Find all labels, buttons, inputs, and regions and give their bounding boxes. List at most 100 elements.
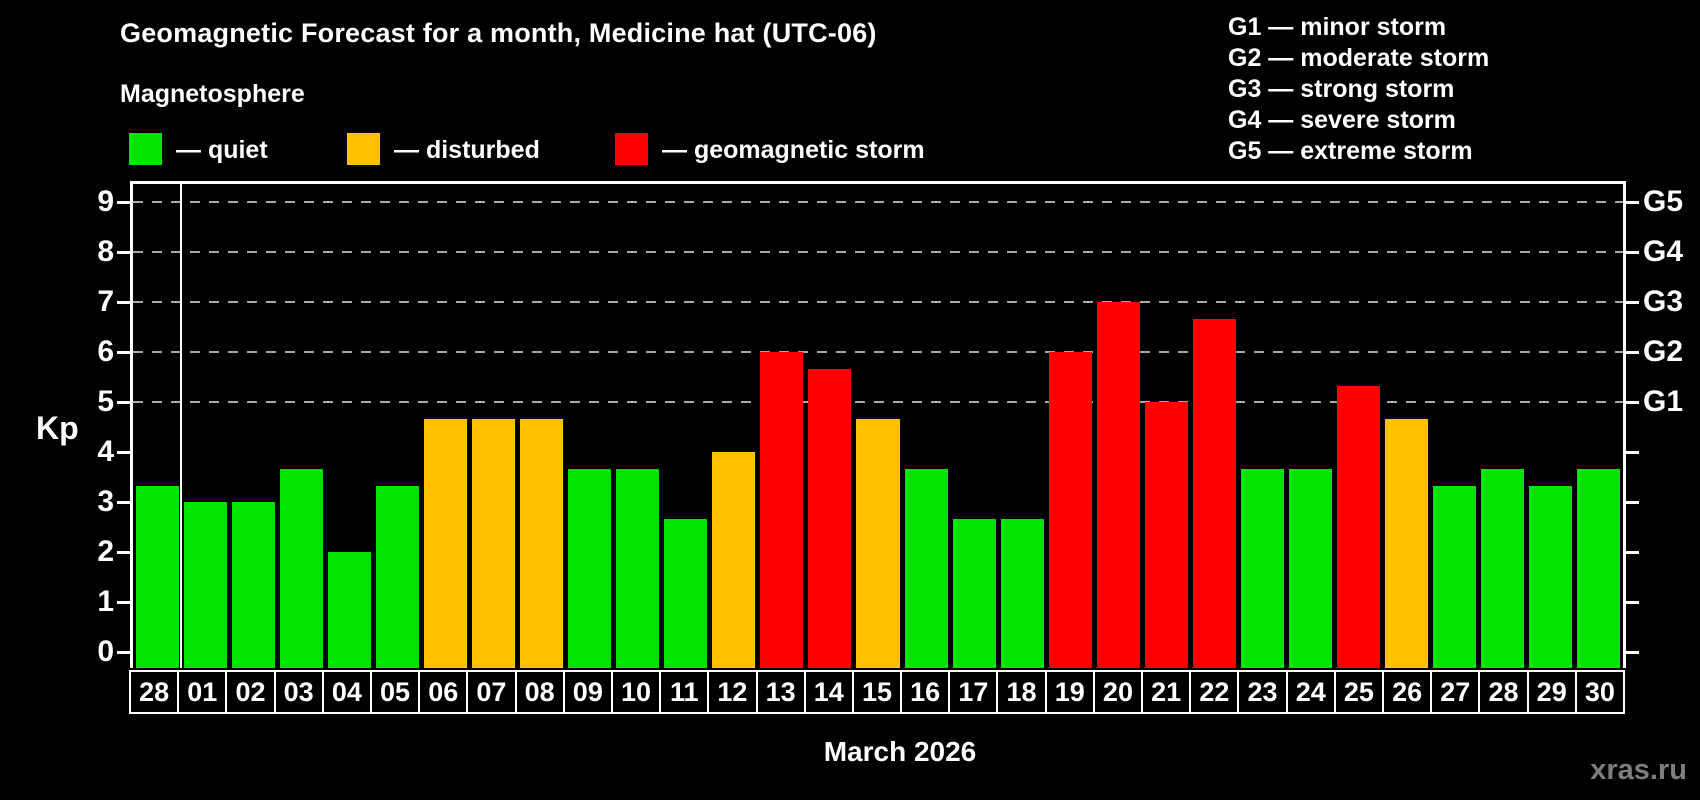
quiet-legend-label: — quiet (176, 136, 268, 164)
day-label-16: 16 (900, 670, 951, 714)
y-tick-label-6: 6 (97, 335, 114, 368)
day-label-19: 19 (1044, 670, 1095, 714)
kp-bar-day-23 (1240, 468, 1285, 668)
day-label-15: 15 (851, 670, 903, 714)
kp-bar-day-29 (1529, 485, 1573, 668)
day-label-20: 20 (1092, 670, 1144, 714)
kp-bar-day-06 (423, 418, 467, 668)
kp-bar-day-04 (327, 552, 371, 668)
kp-bar-day-07 (471, 418, 515, 668)
day-label-26: 26 (1382, 670, 1433, 714)
y-tick-left-3 (117, 500, 130, 504)
day-label-07: 07 (466, 670, 517, 714)
storm-legend-label: — geomagnetic storm (662, 136, 925, 164)
kp-bar-day-22 (1192, 318, 1236, 668)
y-tick-label-3: 3 (97, 485, 114, 518)
day-label-10: 10 (610, 670, 662, 714)
y-tick-label-0: 0 (97, 635, 114, 668)
kp-bar-day-08 (520, 418, 564, 668)
kp-bar-day-24 (1289, 468, 1333, 668)
storm-legend-swatch (615, 133, 648, 165)
right-axis-label-g4: G4 (1643, 235, 1684, 268)
kp-bar-day-10 (616, 468, 660, 668)
y-tick-left-2 (117, 550, 130, 554)
y-tick-left-7 (117, 300, 130, 304)
storm-scale-g1: G1 — minor storm (1228, 13, 1447, 41)
kp-bar-day-13 (760, 352, 804, 668)
kp-bar-day-16 (904, 468, 948, 668)
plot-area (130, 181, 1626, 668)
y-tick-label-4: 4 (97, 435, 114, 468)
kp-bar-day-12 (712, 452, 756, 668)
kp-bar-day-28 (1481, 468, 1525, 668)
day-label-27: 27 (1430, 670, 1481, 714)
kp-bar-day-11 (664, 518, 708, 668)
y-tick-right-4 (1626, 450, 1639, 454)
y-tick-label-1: 1 (97, 585, 114, 618)
kp-bar-day-05 (375, 485, 419, 668)
kp-bar-day-09 (568, 468, 612, 668)
y-tick-right-9 (1626, 200, 1639, 204)
storm-scale-g2: G2 — moderate storm (1228, 44, 1490, 72)
kp-bar-day-27 (1433, 485, 1477, 668)
kp-bar-day-21 (1144, 402, 1188, 668)
y-axis-title: Kp (36, 410, 79, 446)
y-tick-label-2: 2 (97, 535, 114, 568)
y-tick-right-7 (1626, 300, 1639, 304)
day-label-02: 02 (225, 670, 276, 714)
storm-scale-g3: G3 — strong storm (1228, 75, 1455, 103)
y-tick-left-1 (117, 600, 130, 604)
y-tick-left-8 (117, 250, 130, 254)
gridline-kp8 (133, 251, 1623, 253)
y-tick-label-7: 7 (97, 285, 114, 318)
right-axis-label-g3: G3 (1643, 285, 1684, 318)
y-tick-left-4 (117, 450, 130, 454)
y-tick-label-8: 8 (97, 235, 114, 268)
y-tick-right-0 (1626, 650, 1639, 654)
day-label-12: 12 (707, 670, 758, 714)
y-tick-right-3 (1626, 500, 1639, 504)
kp-bar-day-18 (1000, 518, 1044, 668)
kp-bar-day-28 (135, 485, 179, 668)
day-label-18: 18 (996, 670, 1047, 714)
gridline-kp9 (133, 201, 1623, 203)
day-label-25: 25 (1333, 670, 1385, 714)
day-label-30: 30 (1574, 670, 1625, 714)
day-label-13: 13 (755, 670, 806, 714)
day-label-09: 09 (562, 670, 613, 714)
day-label-21: 21 (1141, 670, 1192, 714)
day-label-22: 22 (1189, 670, 1240, 714)
day-label-28-prev-month: 28 (129, 670, 180, 714)
gridline-kp7 (133, 301, 1623, 303)
x-axis-title: March 2026 (823, 736, 977, 767)
y-tick-label-5: 5 (97, 385, 114, 418)
kp-bar-day-17 (952, 518, 996, 668)
kp-bar-day-26 (1385, 418, 1429, 668)
y-tick-left-5 (117, 400, 130, 404)
day-label-14: 14 (803, 670, 854, 714)
y-tick-right-8 (1626, 250, 1639, 254)
storm-scale-legend: G1 — minor storm G2 — moderate storm G3 … (1228, 12, 1489, 167)
y-tick-right-6 (1626, 350, 1639, 354)
y-tick-label-9: 9 (97, 185, 114, 218)
month-separator-line (179, 181, 182, 668)
y-tick-right-5 (1626, 400, 1639, 404)
kp-bar-day-01 (183, 502, 227, 668)
disturbed-legend-swatch (347, 133, 380, 165)
right-axis-label-g5: G5 (1643, 185, 1684, 218)
page-title: Geomagnetic Forecast for a month, Medici… (120, 18, 877, 48)
kp-bar-day-15 (856, 418, 900, 668)
y-tick-left-9 (117, 200, 130, 204)
day-label-17: 17 (948, 670, 999, 714)
kp-bar-day-25 (1337, 385, 1381, 668)
y-tick-right-1 (1626, 600, 1639, 604)
day-label-03: 03 (273, 670, 324, 714)
day-label-01: 01 (177, 670, 228, 714)
day-label-04: 04 (321, 670, 372, 714)
gridline-kp5 (133, 401, 1623, 403)
storm-scale-g5: G5 — extreme storm (1228, 137, 1473, 165)
kp-bar-day-03 (279, 468, 323, 668)
y-tick-right-2 (1626, 550, 1639, 554)
quiet-legend-swatch (129, 133, 162, 165)
